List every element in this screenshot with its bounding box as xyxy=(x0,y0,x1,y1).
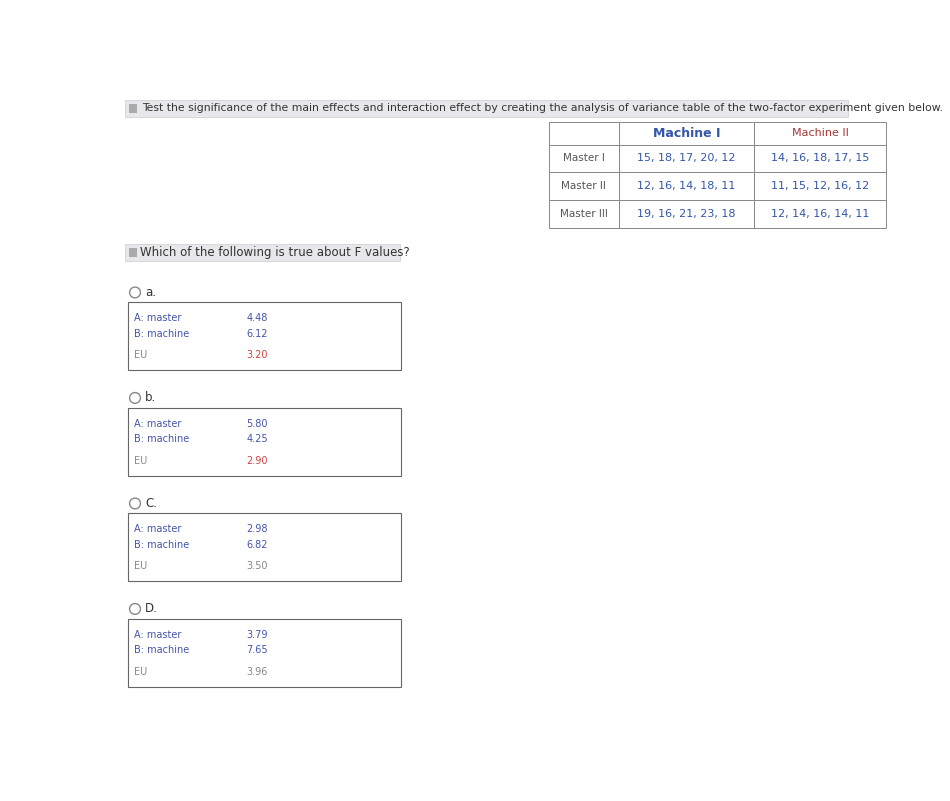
Bar xyxy=(549,200,618,227)
Text: 14, 16, 18, 17, 15: 14, 16, 18, 17, 15 xyxy=(771,154,869,163)
Text: B: machine: B: machine xyxy=(134,540,189,549)
Text: 6.12: 6.12 xyxy=(247,328,268,339)
Text: 15, 18, 17, 20, 12: 15, 18, 17, 20, 12 xyxy=(637,154,735,163)
Text: D.: D. xyxy=(145,602,158,615)
Bar xyxy=(128,513,401,582)
Text: 3.96: 3.96 xyxy=(247,666,268,677)
Text: 7.65: 7.65 xyxy=(247,645,268,655)
Text: 3.79: 3.79 xyxy=(247,630,268,640)
Text: 4.48: 4.48 xyxy=(247,313,268,324)
Text: A: master: A: master xyxy=(134,313,181,324)
Text: A: master: A: master xyxy=(134,524,181,534)
Text: Machine I: Machine I xyxy=(653,127,720,139)
Text: 6.82: 6.82 xyxy=(247,540,268,549)
Text: EU: EU xyxy=(134,456,147,465)
Bar xyxy=(129,248,138,256)
Text: B: machine: B: machine xyxy=(134,328,189,339)
Bar xyxy=(618,122,754,145)
Bar xyxy=(618,200,754,227)
Text: 2.98: 2.98 xyxy=(247,524,268,534)
Text: 11, 15, 12, 16, 12: 11, 15, 12, 16, 12 xyxy=(771,181,869,191)
Circle shape xyxy=(129,287,141,298)
Bar xyxy=(549,145,618,172)
Bar xyxy=(128,303,401,370)
Bar xyxy=(549,122,618,145)
Text: 2.90: 2.90 xyxy=(247,456,268,465)
Text: EU: EU xyxy=(134,666,147,677)
Circle shape xyxy=(129,392,141,404)
Bar xyxy=(754,200,886,227)
Text: A: master: A: master xyxy=(134,630,181,640)
Bar xyxy=(618,172,754,200)
Text: a.: a. xyxy=(145,286,156,299)
Text: Machine II: Machine II xyxy=(791,128,848,138)
Bar xyxy=(754,122,886,145)
Text: 3.20: 3.20 xyxy=(247,350,268,360)
Bar xyxy=(754,172,886,200)
Text: b.: b. xyxy=(145,392,157,405)
Text: Master III: Master III xyxy=(560,209,608,219)
Bar xyxy=(129,104,138,113)
Bar xyxy=(549,172,618,200)
Text: Master I: Master I xyxy=(562,154,605,163)
Text: 12, 14, 16, 14, 11: 12, 14, 16, 14, 11 xyxy=(771,209,869,219)
Text: Which of the following is true about F values?: Which of the following is true about F v… xyxy=(141,246,410,259)
Text: 4.25: 4.25 xyxy=(247,434,268,444)
Bar xyxy=(125,244,400,261)
Text: 3.50: 3.50 xyxy=(247,562,268,571)
Bar xyxy=(618,145,754,172)
Text: B: machine: B: machine xyxy=(134,434,189,444)
Text: 19, 16, 21, 23, 18: 19, 16, 21, 23, 18 xyxy=(637,209,735,219)
Text: EU: EU xyxy=(134,350,147,360)
Text: A: master: A: master xyxy=(134,419,181,429)
Text: 12, 16, 14, 18, 11: 12, 16, 14, 18, 11 xyxy=(637,181,735,191)
Bar xyxy=(125,100,848,117)
Circle shape xyxy=(129,498,141,509)
Text: C.: C. xyxy=(145,497,157,510)
Text: Test the significance of the main effects and interaction effect by creating the: Test the significance of the main effect… xyxy=(142,103,943,114)
Text: Master II: Master II xyxy=(561,181,606,191)
Bar xyxy=(754,145,886,172)
Bar xyxy=(128,619,401,686)
Circle shape xyxy=(129,603,141,614)
Bar xyxy=(128,408,401,476)
Text: EU: EU xyxy=(134,562,147,571)
Text: 5.80: 5.80 xyxy=(247,419,268,429)
Text: B: machine: B: machine xyxy=(134,645,189,655)
